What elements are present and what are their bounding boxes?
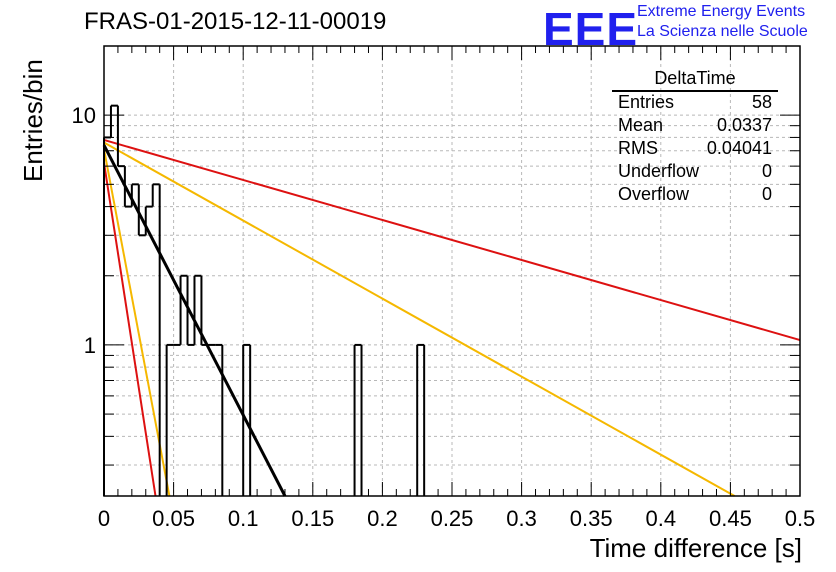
fit-band-line <box>103 149 171 497</box>
fit-band-line <box>103 162 157 497</box>
x-tick-label: 0.3 <box>506 506 537 531</box>
stats-value: 0.04041 <box>706 138 772 158</box>
stats-label: RMS <box>618 138 658 158</box>
axis-ticks <box>103 45 801 496</box>
eee-subtitle-line-1: Extreme Energy Events <box>637 3 806 20</box>
stats-row-rms: RMS 0.04041 <box>618 138 772 161</box>
stats-value: 0.0337 <box>716 115 772 135</box>
x-tick-label: 0.5 <box>785 506 816 531</box>
stats-value: 58 <box>751 92 772 112</box>
x-tick-label: 0.1 <box>228 506 259 531</box>
stats-label: Overflow <box>618 184 690 204</box>
stats-title-underline <box>612 90 778 92</box>
x-tick-label: 0.35 <box>570 506 613 531</box>
plot-title: FRAS-01-2015-12-11-00019 <box>84 8 387 35</box>
stats-value: 0 <box>761 161 772 181</box>
eee-subtitle-line-2: La Scienza nelle Scuole <box>637 23 808 40</box>
x-axis-label: Time difference [s] <box>589 533 802 563</box>
stats-row-underflow: Underflow 0 <box>618 161 772 184</box>
tick-labels: 0 0.05 0.1 0.15 0.2 0.25 0.3 0.35 0.4 0.45 0.5 1 10 <box>72 103 816 531</box>
stats-label: Entries <box>618 92 675 112</box>
histogram-bars <box>103 104 426 496</box>
stats-row-entries: Entries 58 <box>618 92 772 115</box>
fit-band-line <box>103 138 801 342</box>
x-tick-label: 0.4 <box>646 506 677 531</box>
x-tick-label: 0.45 <box>709 506 752 531</box>
stats-value: 0 <box>761 184 772 204</box>
stats-row-overflow: Overflow 0 <box>618 184 772 207</box>
x-tick-label: 0.25 <box>431 506 474 531</box>
y-axis-label: Entries/bin <box>18 59 48 182</box>
stats-box: DeltaTime Entries 58 Mean 0.0337 RMS 0.0… <box>612 66 778 214</box>
stats-title: DeltaTime <box>654 68 736 88</box>
y-tick-label: 1 <box>84 333 96 358</box>
x-tick-label: 0 <box>98 506 110 531</box>
fit-band-line <box>103 141 736 497</box>
eee-logo: EEE <box>543 3 639 55</box>
stats-label: Underflow <box>618 161 700 181</box>
x-tick-label: 0.05 <box>152 506 195 531</box>
x-tick-label: 0.2 <box>367 506 398 531</box>
stats-row-mean: Mean 0.0337 <box>618 115 772 138</box>
y-tick-label: 10 <box>72 103 96 128</box>
stats-label: Mean <box>618 115 664 135</box>
x-tick-label: 0.15 <box>291 506 334 531</box>
